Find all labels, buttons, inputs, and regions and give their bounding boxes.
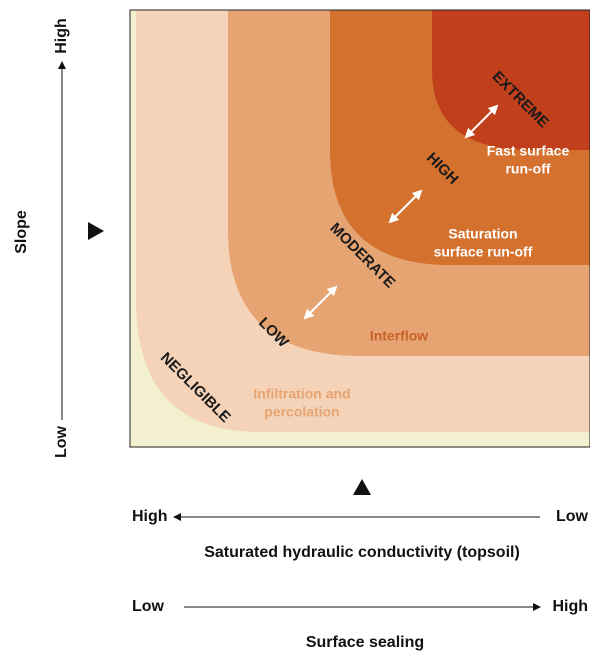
process-label: run-off <box>505 161 550 177</box>
axis-title: Surface sealing <box>306 634 424 651</box>
axis-title: Slope <box>13 210 30 254</box>
double-arrow <box>388 189 423 224</box>
axis-right: Low <box>556 508 589 525</box>
axis-left: Low <box>132 598 165 615</box>
plot-border <box>129 9 590 448</box>
sealing-axis: Low High Surface sealing <box>132 598 588 651</box>
pointer <box>88 222 104 240</box>
axis-left: High <box>132 508 168 525</box>
process-label: Saturation <box>448 226 517 242</box>
process-label: surface run-off <box>434 244 533 260</box>
axis-high: High <box>53 18 70 54</box>
axis-low: Low <box>53 425 70 458</box>
axis-right: High <box>552 598 588 615</box>
plot-area: NEGLIGIBLE LOW MODERATE HIGH EXTREME Inf… <box>129 9 590 448</box>
double-arrow <box>464 104 499 139</box>
process-label: percolation <box>264 404 339 420</box>
process-label: Fast surface <box>487 143 570 159</box>
double-arrow <box>303 285 338 320</box>
conductivity-axis: High Low Saturated hydraulic conductivit… <box>132 508 589 561</box>
pointer <box>353 479 371 495</box>
slope-axis: Slope Low High <box>13 18 104 458</box>
axis-title: Saturated hydraulic conductivity (topsoi… <box>204 544 520 561</box>
process-label: Interflow <box>370 328 428 344</box>
process-label: Infiltration and <box>253 386 350 402</box>
